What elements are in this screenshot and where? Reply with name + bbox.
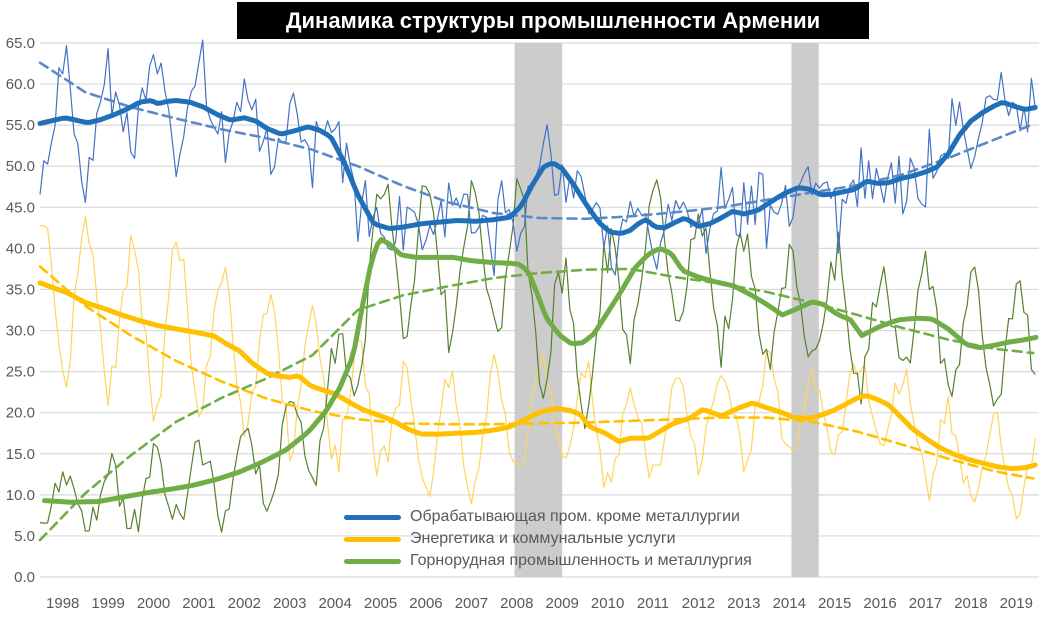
x-axis-tick-label: 2003 [273,595,306,612]
x-axis-tick-label: 2016 [863,595,896,612]
y-axis-tick-label: 20.0 [6,405,35,422]
x-axis-tick-label: 2019 [1000,595,1033,612]
x-axis-tick-label: 2004 [318,595,351,612]
x-axis-labels: 1998 1999 2000 2001 2002 2003 2004 2005 2006 2007… [46,595,1033,612]
legend-label-mining: Горнорудная промышленность и металлургия [410,552,752,569]
x-axis-tick-label: 2009 [546,595,579,612]
y-axis-tick-label: 65.0 [6,35,35,52]
x-axis-tick-label: 2018 [954,595,987,612]
y-axis-tick-label: 40.0 [6,240,35,257]
x-axis-tick-label: 2007 [455,595,488,612]
y-axis-tick-label: 0.0 [14,569,35,586]
monthly-lines [39,39,1036,533]
x-axis-tick-label: 2011 [637,595,669,612]
x-axis-tick-label: 2015 [818,595,851,612]
x-axis-tick-label: 2008 [500,595,533,612]
x-axis-tick-label: 2000 [137,595,170,612]
x-axis-tick-label: 2013 [727,595,760,612]
x-axis-tick-label: 2017 [909,595,942,612]
recession-band [514,43,563,577]
legend-item-mining: Горнорудная промышленность и металлургия [344,550,752,572]
legend-item-manufacturing: Обрабатывающая пром. кроме металлургии [344,506,752,528]
y-axis-tick-label: 25.0 [6,364,35,381]
chart-title: Динамика структуры промышленности Армени… [237,2,869,39]
mining-monthly-line [39,178,1036,533]
manufacturing-smoothed-line [37,98,1038,236]
legend-item-energy: Энергетика и коммунальные услуги [344,528,752,550]
x-axis-tick-label: 2001 [182,595,215,612]
energy-monthly-line [39,215,1036,520]
legend-label-manufacturing: Обрабатывающая пром. кроме металлургии [410,508,740,525]
y-axis-tick-label: 30.0 [6,323,35,340]
y-axis-tick-label: 10.0 [6,487,35,504]
x-axis-tick-label: 2002 [228,595,261,612]
y-axis-tick-label: 45.0 [6,199,35,216]
x-axis-tick-label: 1998 [46,595,79,612]
legend-label-energy: Энергетика и коммунальные услуги [410,530,676,547]
x-axis-tick-label: 1999 [91,595,124,612]
manufacturing-monthly-line [39,39,1036,277]
mining-line-swatch-icon [344,558,401,564]
energy-smoothed-line [37,280,1038,471]
y-axis-tick-label: 55.0 [6,117,35,134]
y-axis-tick-label: 15.0 [6,446,35,463]
y-axis-tick-label: 60.0 [6,76,35,93]
y-axis-tick-label: 50.0 [6,158,35,175]
manufacturing-line-swatch-icon [344,514,401,520]
x-axis-tick-label: 2005 [364,595,397,612]
energy-line-swatch-icon [344,536,401,542]
y-axis-tick-label: 35.0 [6,281,35,298]
x-axis-tick-label: 2012 [682,595,715,612]
x-axis-tick-label: 2010 [591,595,624,612]
mining-smoothed-line [42,237,1039,505]
x-axis-tick-label: 2014 [773,595,806,612]
mining-trend-line [38,267,1035,542]
chart-legend: Обрабатывающая пром. кроме металлургии Э… [344,506,752,572]
smoothed-lines [37,98,1039,505]
energy-trend-line [38,265,1035,480]
y-axis-tick-label: 5.0 [14,528,35,545]
x-axis-tick-label: 2006 [409,595,442,612]
